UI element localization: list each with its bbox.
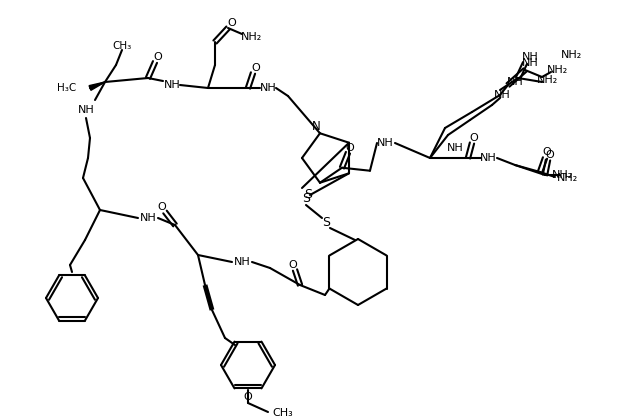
Text: O: O xyxy=(157,202,166,212)
Text: NH: NH xyxy=(493,90,510,100)
Text: CH₃: CH₃ xyxy=(113,41,132,51)
Text: NH₂: NH₂ xyxy=(538,75,559,85)
Text: NH: NH xyxy=(479,153,497,163)
Text: NH: NH xyxy=(447,143,463,153)
Text: O: O xyxy=(244,392,252,402)
Text: NH₂: NH₂ xyxy=(552,170,573,180)
Text: S: S xyxy=(322,215,330,228)
Text: NH: NH xyxy=(507,77,524,87)
Text: NH₂: NH₂ xyxy=(561,50,582,60)
Text: O: O xyxy=(346,143,355,153)
Text: NH₂: NH₂ xyxy=(547,65,568,75)
Text: O: O xyxy=(252,63,260,73)
Text: S: S xyxy=(304,187,312,200)
Text: O: O xyxy=(543,147,552,157)
Text: O: O xyxy=(470,133,478,143)
Text: NH: NH xyxy=(522,52,538,62)
Polygon shape xyxy=(89,82,105,90)
Text: NH: NH xyxy=(77,105,94,115)
Text: S: S xyxy=(302,192,310,205)
Text: NH: NH xyxy=(164,80,180,90)
Text: NH: NH xyxy=(234,257,250,267)
Text: O: O xyxy=(154,52,163,62)
Text: NH: NH xyxy=(376,138,394,148)
Text: H₃C: H₃C xyxy=(58,83,77,93)
Text: N: N xyxy=(312,120,321,133)
Text: NH: NH xyxy=(140,213,156,223)
Text: CH₃: CH₃ xyxy=(273,408,293,418)
Text: NH₂: NH₂ xyxy=(557,173,579,183)
Text: O: O xyxy=(289,260,298,270)
Text: O: O xyxy=(546,150,554,160)
Text: O: O xyxy=(228,18,236,28)
Text: NH: NH xyxy=(522,58,538,68)
Text: NH: NH xyxy=(260,83,276,93)
Text: NH₂: NH₂ xyxy=(241,32,262,42)
